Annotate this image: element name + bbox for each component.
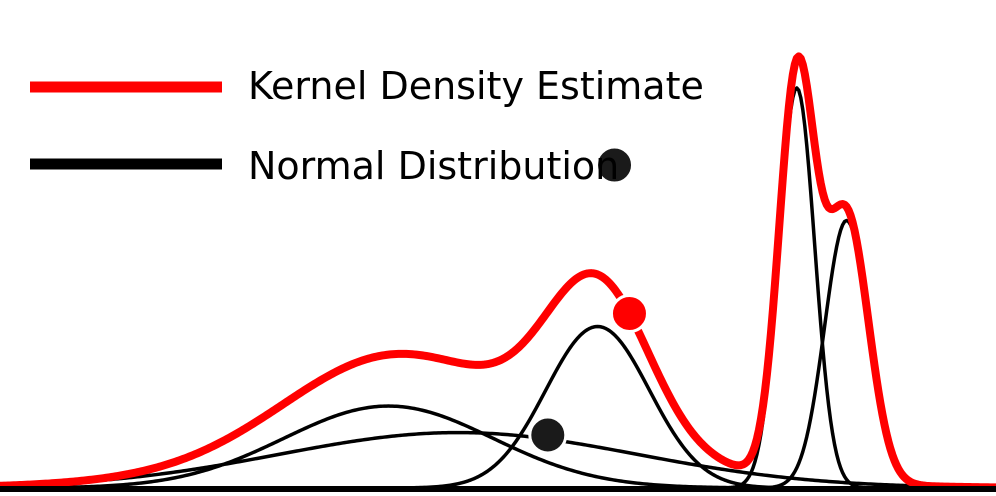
marker-dot-2	[528, 415, 568, 455]
marker-dot-3	[595, 145, 635, 185]
legend: Kernel Density Estimate Normal Distribut…	[30, 64, 704, 188]
kde-layer	[0, 52, 996, 492]
marker-dot-1	[609, 294, 649, 334]
kde-line	[0, 52, 996, 492]
normal-component-2-line	[0, 430, 996, 490]
legend-label-kde: Kernel Density Estimate	[248, 64, 704, 108]
normal-component-3-line	[0, 324, 996, 490]
normal-component-5-line	[0, 218, 996, 490]
legend-label-normal: Normal Distribution	[248, 144, 619, 188]
marker-layer	[528, 145, 649, 455]
